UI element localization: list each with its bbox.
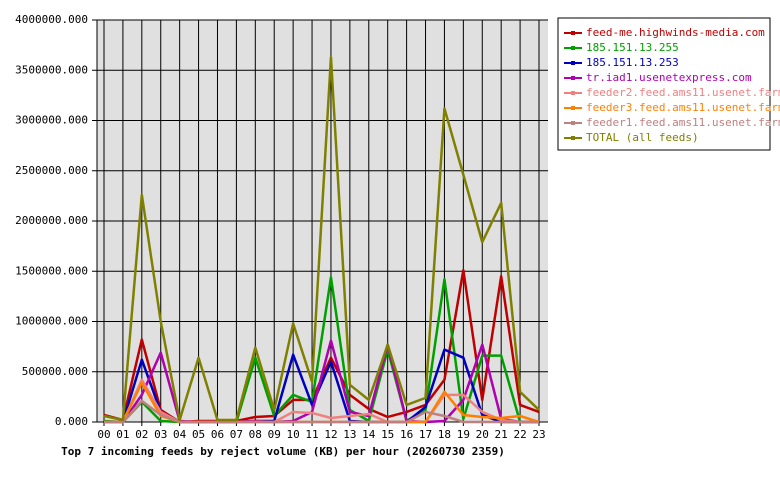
y-tick-label: 3500000.000 (15, 63, 88, 76)
legend-dot (571, 76, 575, 80)
x-tick-label: 13 (343, 428, 356, 441)
x-tick-label: 00 (97, 428, 110, 441)
x-tick-label: 19 (457, 428, 470, 441)
y-tick-label: 4000000.000 (15, 13, 88, 26)
series-line (104, 399, 539, 424)
x-tick-label: 03 (154, 428, 167, 441)
x-tick-label: 01 (116, 428, 129, 441)
x-tick-label: 15 (381, 428, 394, 441)
legend-dot (571, 121, 575, 125)
legend-dot (571, 46, 575, 50)
legend-label: feeder3.feed.ams11.usenet.farm (586, 101, 780, 114)
y-tick-label: 2000000.000 (15, 214, 88, 227)
x-tick-label: 10 (287, 428, 300, 441)
x-tick-label: 05 (192, 428, 205, 441)
y-tick-label: 500000.000 (22, 365, 88, 378)
x-tick-label: 09 (268, 428, 281, 441)
legend-dot (571, 61, 575, 65)
y-tick-label: 1000000.000 (15, 315, 88, 328)
legend-box (557, 17, 771, 151)
legend-label: 185.151.13.253 (586, 56, 679, 69)
legend-dot (571, 91, 575, 95)
legend-dot (571, 136, 575, 140)
x-tick-label: 06 (211, 428, 224, 441)
x-tick-label: 18 (438, 428, 451, 441)
legend-label: feed-me.highwinds-media.com (586, 26, 765, 39)
x-tick-label: 16 (400, 428, 413, 441)
x-tick-label: 08 (249, 428, 262, 441)
y-tick-label: 3000000.000 (15, 114, 88, 127)
x-tick-label: 12 (324, 428, 337, 441)
x-tick-label: 21 (495, 428, 508, 441)
x-tick-label: 04 (173, 428, 187, 441)
series-line (103, 55, 540, 422)
y-tick-label: 2500000.000 (15, 164, 88, 177)
legend-dot (571, 31, 575, 35)
chart-title: Top 7 incoming feeds by reject volume (K… (61, 445, 505, 458)
x-tick-label: 11 (305, 428, 318, 441)
y-tick-label: 0.000 (55, 415, 88, 428)
x-tick-label: 02 (135, 428, 148, 441)
legend-label: 185.151.13.255 (586, 41, 679, 54)
x-tick-label: 14 (362, 428, 376, 441)
x-tick-label: 22 (513, 428, 526, 441)
legend-label: tr.iad1.usenetexpress.com (586, 71, 752, 84)
y-tick-label: 1500000.000 (15, 264, 88, 277)
legend-label: TOTAL (all feeds) (586, 131, 699, 144)
legend-label: feeder1.feed.ams11.usenet.farm (586, 116, 780, 129)
x-tick-label: 07 (230, 428, 243, 441)
x-tick-label: 20 (476, 428, 489, 441)
legend-label: feeder2.feed.ams11.usenet.farm (586, 86, 780, 99)
x-tick-label: 23 (532, 428, 545, 441)
x-tick-label: 17 (419, 428, 432, 441)
legend-dot (571, 106, 575, 110)
